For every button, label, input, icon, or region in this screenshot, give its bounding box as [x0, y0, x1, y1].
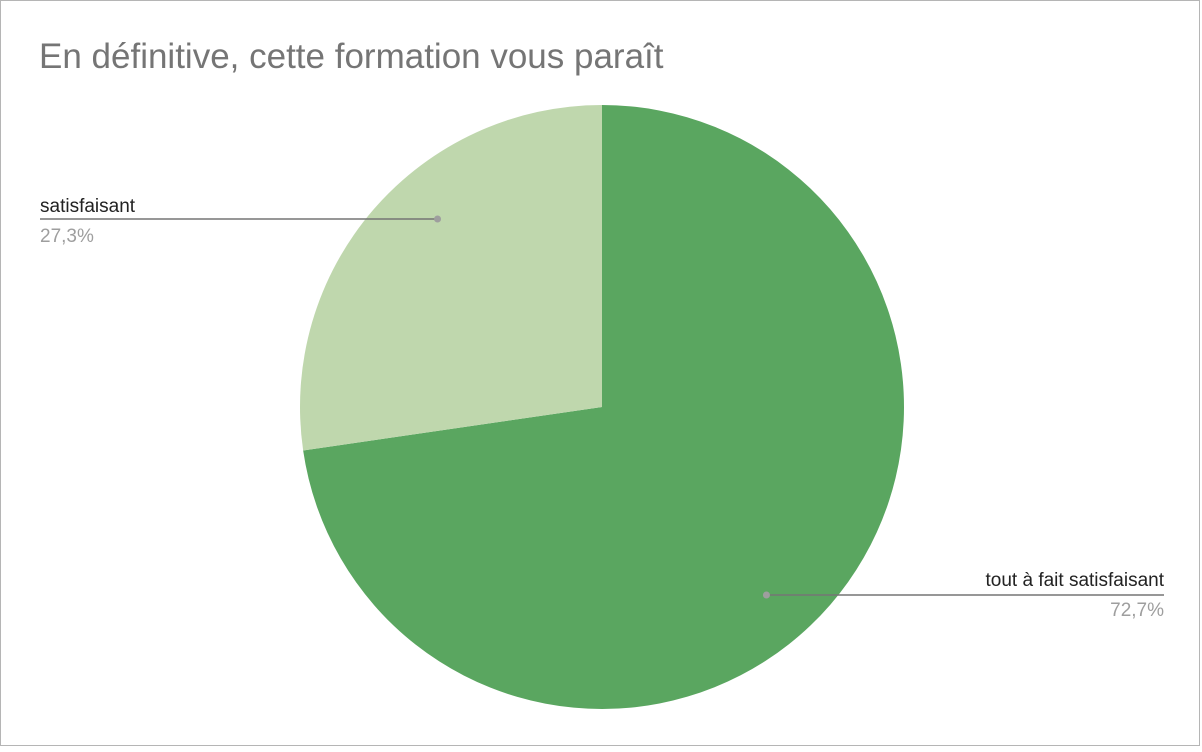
- slice-value-tout-a-fait-satisfaisant: 72,7%: [1110, 600, 1164, 621]
- pie-slice-satisfaisant: [300, 105, 602, 451]
- leader-dot-tout-a-fait-satisfaisant: [762, 591, 770, 599]
- leader-dot-satisfaisant: [434, 215, 442, 223]
- pie-slice-tout-a-fait-satisfaisant: [303, 105, 905, 709]
- slice-label-satisfaisant: satisfaisant: [40, 196, 136, 217]
- chart-title: En définitive, cette formation vous para…: [39, 37, 664, 76]
- slice-label-tout-a-fait-satisfaisant: tout à fait satisfaisant: [986, 570, 1165, 591]
- slice-value-satisfaisant: 27,3%: [40, 226, 94, 247]
